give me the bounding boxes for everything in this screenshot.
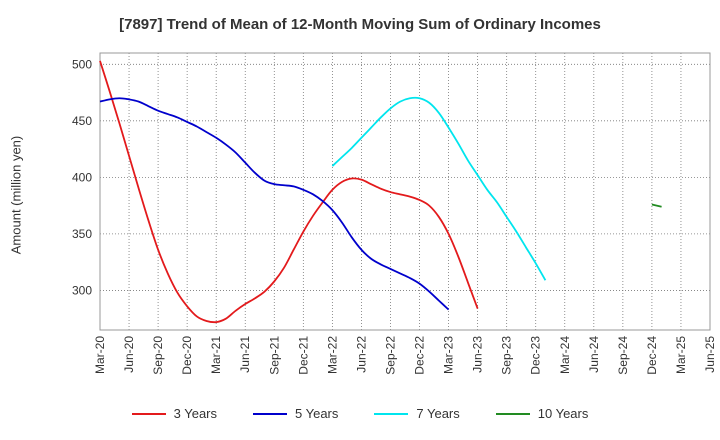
x-tick-label-jun-22: Jun-22 xyxy=(354,336,368,373)
x-tick-label-dec-23: Dec-23 xyxy=(529,336,543,375)
x-tick-label-mar-22: Mar-22 xyxy=(325,336,339,374)
legend-item-10-years: 10 Years xyxy=(495,406,589,421)
x-tick-label-jun-21: Jun-21 xyxy=(238,336,252,373)
y-tick-labels: 300 350 400 450 500 xyxy=(72,57,92,297)
x-tick-label-mar-24: Mar-24 xyxy=(558,336,572,374)
x-tick-label-jun-20: Jun-20 xyxy=(122,336,136,373)
x-tick-label-jun-25: Jun-25 xyxy=(703,336,717,373)
x-tick-label-jun-24: Jun-24 xyxy=(587,336,601,373)
legend-swatch-10-years xyxy=(495,412,530,415)
x-tick-label-mar-20: Mar-20 xyxy=(93,336,107,374)
series-line-10-years xyxy=(651,203,662,208)
y-tick-label-450: 450 xyxy=(72,114,92,128)
x-tick-label-dec-21: Dec-21 xyxy=(296,336,310,375)
x-tick-label-dec-20: Dec-20 xyxy=(180,336,194,375)
x-tick-labels: Mar-20 Jun-20 Sep-20 Dec-20 Mar-21 Jun-21 Sep-… xyxy=(93,336,717,375)
legend-item-5-years: 5 Years xyxy=(253,406,338,421)
legend-swatch-3-years xyxy=(131,412,166,415)
x-tick-label-dec-24: Dec-24 xyxy=(645,336,659,375)
chart-title: [7897] Trend of Mean of 12-Month Moving … xyxy=(119,16,601,33)
x-tick-label-sep-23: Sep-23 xyxy=(500,336,514,375)
legend-item-7-years: 7 Years xyxy=(374,406,460,421)
x-tick-label-dec-22: Dec-22 xyxy=(413,336,427,375)
series-line-5-years xyxy=(99,97,450,311)
series-line-3-years xyxy=(99,60,479,324)
series-line-7-years xyxy=(331,96,547,281)
legend-label-5-years: 5 Years xyxy=(295,406,339,421)
legend-swatch-7-years xyxy=(374,412,409,415)
x-tick-label-mar-25: Mar-25 xyxy=(674,336,688,374)
y-tick-label-300: 300 xyxy=(72,283,92,297)
x-tick-label-mar-23: Mar-23 xyxy=(442,336,456,374)
legend-item-3-years: 3 Years xyxy=(131,406,217,421)
legend-label-3-years: 3 Years xyxy=(173,406,217,421)
y-tick-label-500: 500 xyxy=(72,57,92,71)
x-tick-label-sep-22: Sep-22 xyxy=(383,336,397,375)
grid-layer xyxy=(99,53,711,330)
legend-label-7-years: 7 Years xyxy=(416,406,460,421)
plot-frame xyxy=(99,52,711,331)
x-tick-label-jun-23: Jun-23 xyxy=(471,336,485,373)
x-tick-label-sep-20: Sep-20 xyxy=(151,336,165,375)
y-tick-label-350: 350 xyxy=(72,227,92,241)
x-tick-label-sep-24: Sep-24 xyxy=(616,336,630,375)
legend-swatch-5-years xyxy=(253,412,287,415)
x-tick-label-sep-21: Sep-21 xyxy=(267,336,281,375)
legend-label-10-years: 10 Years xyxy=(537,406,589,421)
y-tick-label-400: 400 xyxy=(72,170,92,184)
x-tick-label-mar-21: Mar-21 xyxy=(209,336,223,374)
legend: 3 Years 5 Years 7 Years 10 Years xyxy=(0,406,720,421)
series-layer xyxy=(99,60,662,324)
